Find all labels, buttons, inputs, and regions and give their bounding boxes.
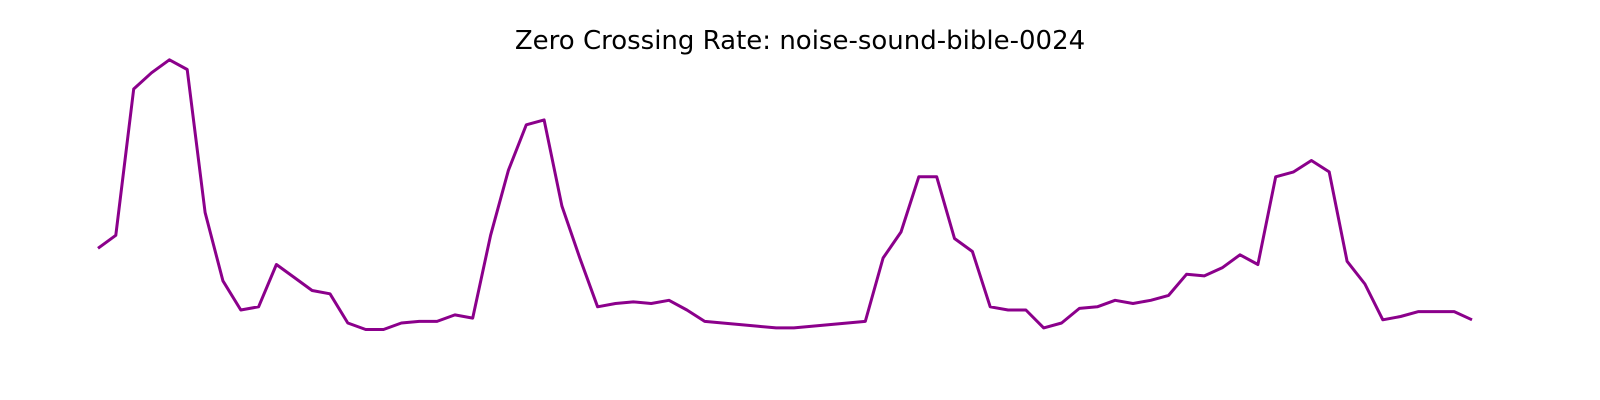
zcr-series-line bbox=[97, 58, 1473, 331]
chart-title: Zero Crossing Rate: noise-sound-bible-00… bbox=[514, 26, 1086, 56]
